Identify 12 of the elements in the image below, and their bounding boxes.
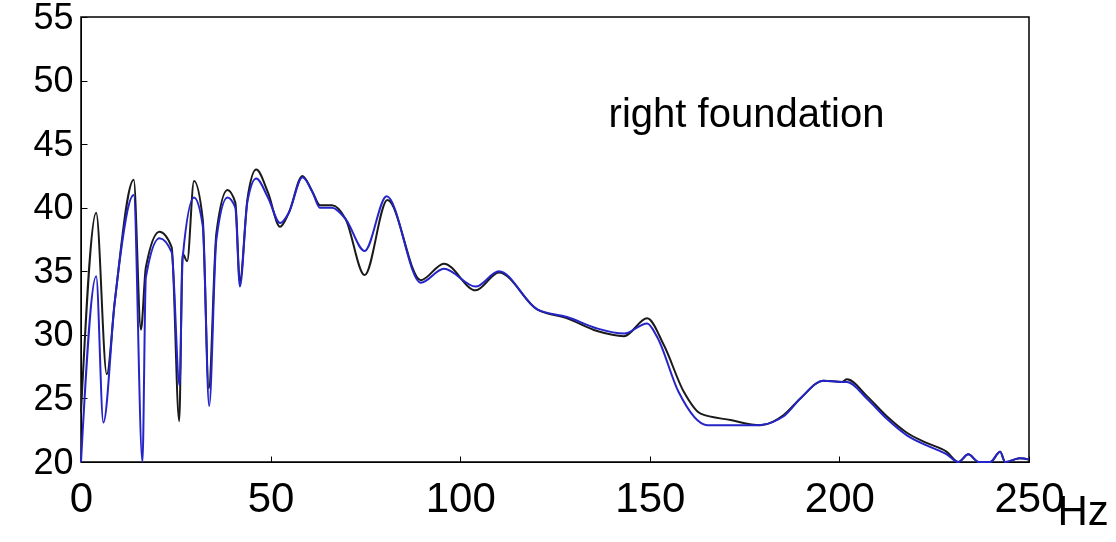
y-tick-label: 50 <box>33 59 74 101</box>
x-tick-label: 200 <box>804 473 875 521</box>
y-tick-label: 45 <box>33 122 74 164</box>
y-tick-label: 35 <box>33 249 74 291</box>
x-tick-label: 150 <box>615 473 686 521</box>
x-tick-label: 100 <box>425 473 496 521</box>
y-tick-label: 40 <box>33 186 74 228</box>
x-tick-label: 50 <box>247 473 295 521</box>
y-tick-label: 25 <box>33 376 74 418</box>
y-tick-label: 30 <box>33 313 74 355</box>
y-tick-label: 55 <box>33 0 74 37</box>
annotation: right foundation <box>608 90 885 135</box>
